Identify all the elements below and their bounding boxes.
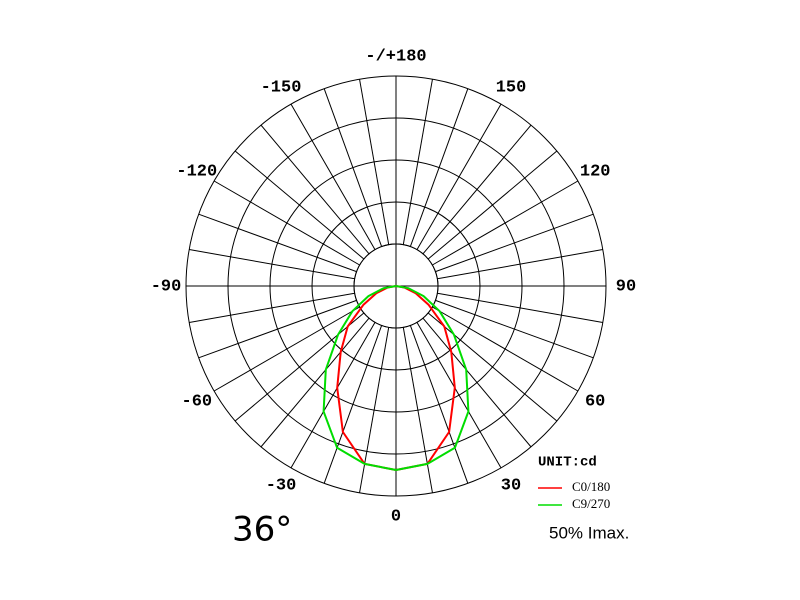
grid-spoke <box>189 249 355 280</box>
grid-spoke <box>416 322 502 469</box>
grid-spoke <box>198 299 357 359</box>
grid-spoke <box>435 213 594 273</box>
grid-spoke <box>213 306 360 392</box>
theta-tick-label: 60 <box>585 392 605 411</box>
theta-tick-label: 150 <box>496 78 527 97</box>
theta-tick-label: 120 <box>580 162 611 181</box>
theta-tick-label: 90 <box>616 277 636 296</box>
grid-spoke <box>359 327 390 493</box>
theta-tick-label: -150 <box>261 78 302 97</box>
theta-tick-label: 30 <box>501 477 521 496</box>
grid-spoke <box>260 124 370 255</box>
grid-spoke <box>260 317 370 448</box>
grid-spoke <box>213 180 360 266</box>
theta-tick-label: -/+180 <box>365 47 426 66</box>
grid-spoke <box>323 325 383 484</box>
grid-spoke <box>435 299 594 359</box>
grid-spoke <box>427 312 558 422</box>
grid-spoke <box>422 317 532 448</box>
theta-tick-label: -60 <box>182 392 213 411</box>
grid-spoke <box>432 306 579 392</box>
theta-tick-label: -90 <box>151 277 182 296</box>
legend-label: C0/180 <box>572 479 610 494</box>
grid-spoke <box>359 79 390 245</box>
grid-spoke <box>437 249 603 280</box>
grid-spoke <box>409 88 469 247</box>
grid-spoke <box>234 312 365 422</box>
grid-spoke <box>416 103 502 250</box>
grid-spoke <box>402 327 433 493</box>
beam-angle: 36° <box>232 510 292 550</box>
grid-spoke <box>422 124 532 255</box>
theta-tick-label: 0 <box>391 507 401 526</box>
theta-tick-label: -30 <box>266 477 297 496</box>
grid-spoke <box>409 325 469 484</box>
grid-spoke <box>189 292 355 323</box>
unit-label: UNIT:cd <box>538 455 597 471</box>
grid-spoke <box>290 322 376 469</box>
grid-spoke <box>198 213 357 273</box>
scale-note: 50% Imax. <box>549 523 629 542</box>
grid-spoke <box>432 180 579 266</box>
grid-spoke <box>427 150 558 260</box>
legend-label: C9/270 <box>572 496 610 511</box>
grid-spoke <box>323 88 383 247</box>
theta-tick-label: -120 <box>176 162 217 181</box>
grid-spoke <box>402 79 433 245</box>
curve <box>322 285 470 471</box>
grid-spoke <box>290 103 376 250</box>
grid-spoke <box>437 292 603 323</box>
grid-spoke <box>234 150 365 260</box>
